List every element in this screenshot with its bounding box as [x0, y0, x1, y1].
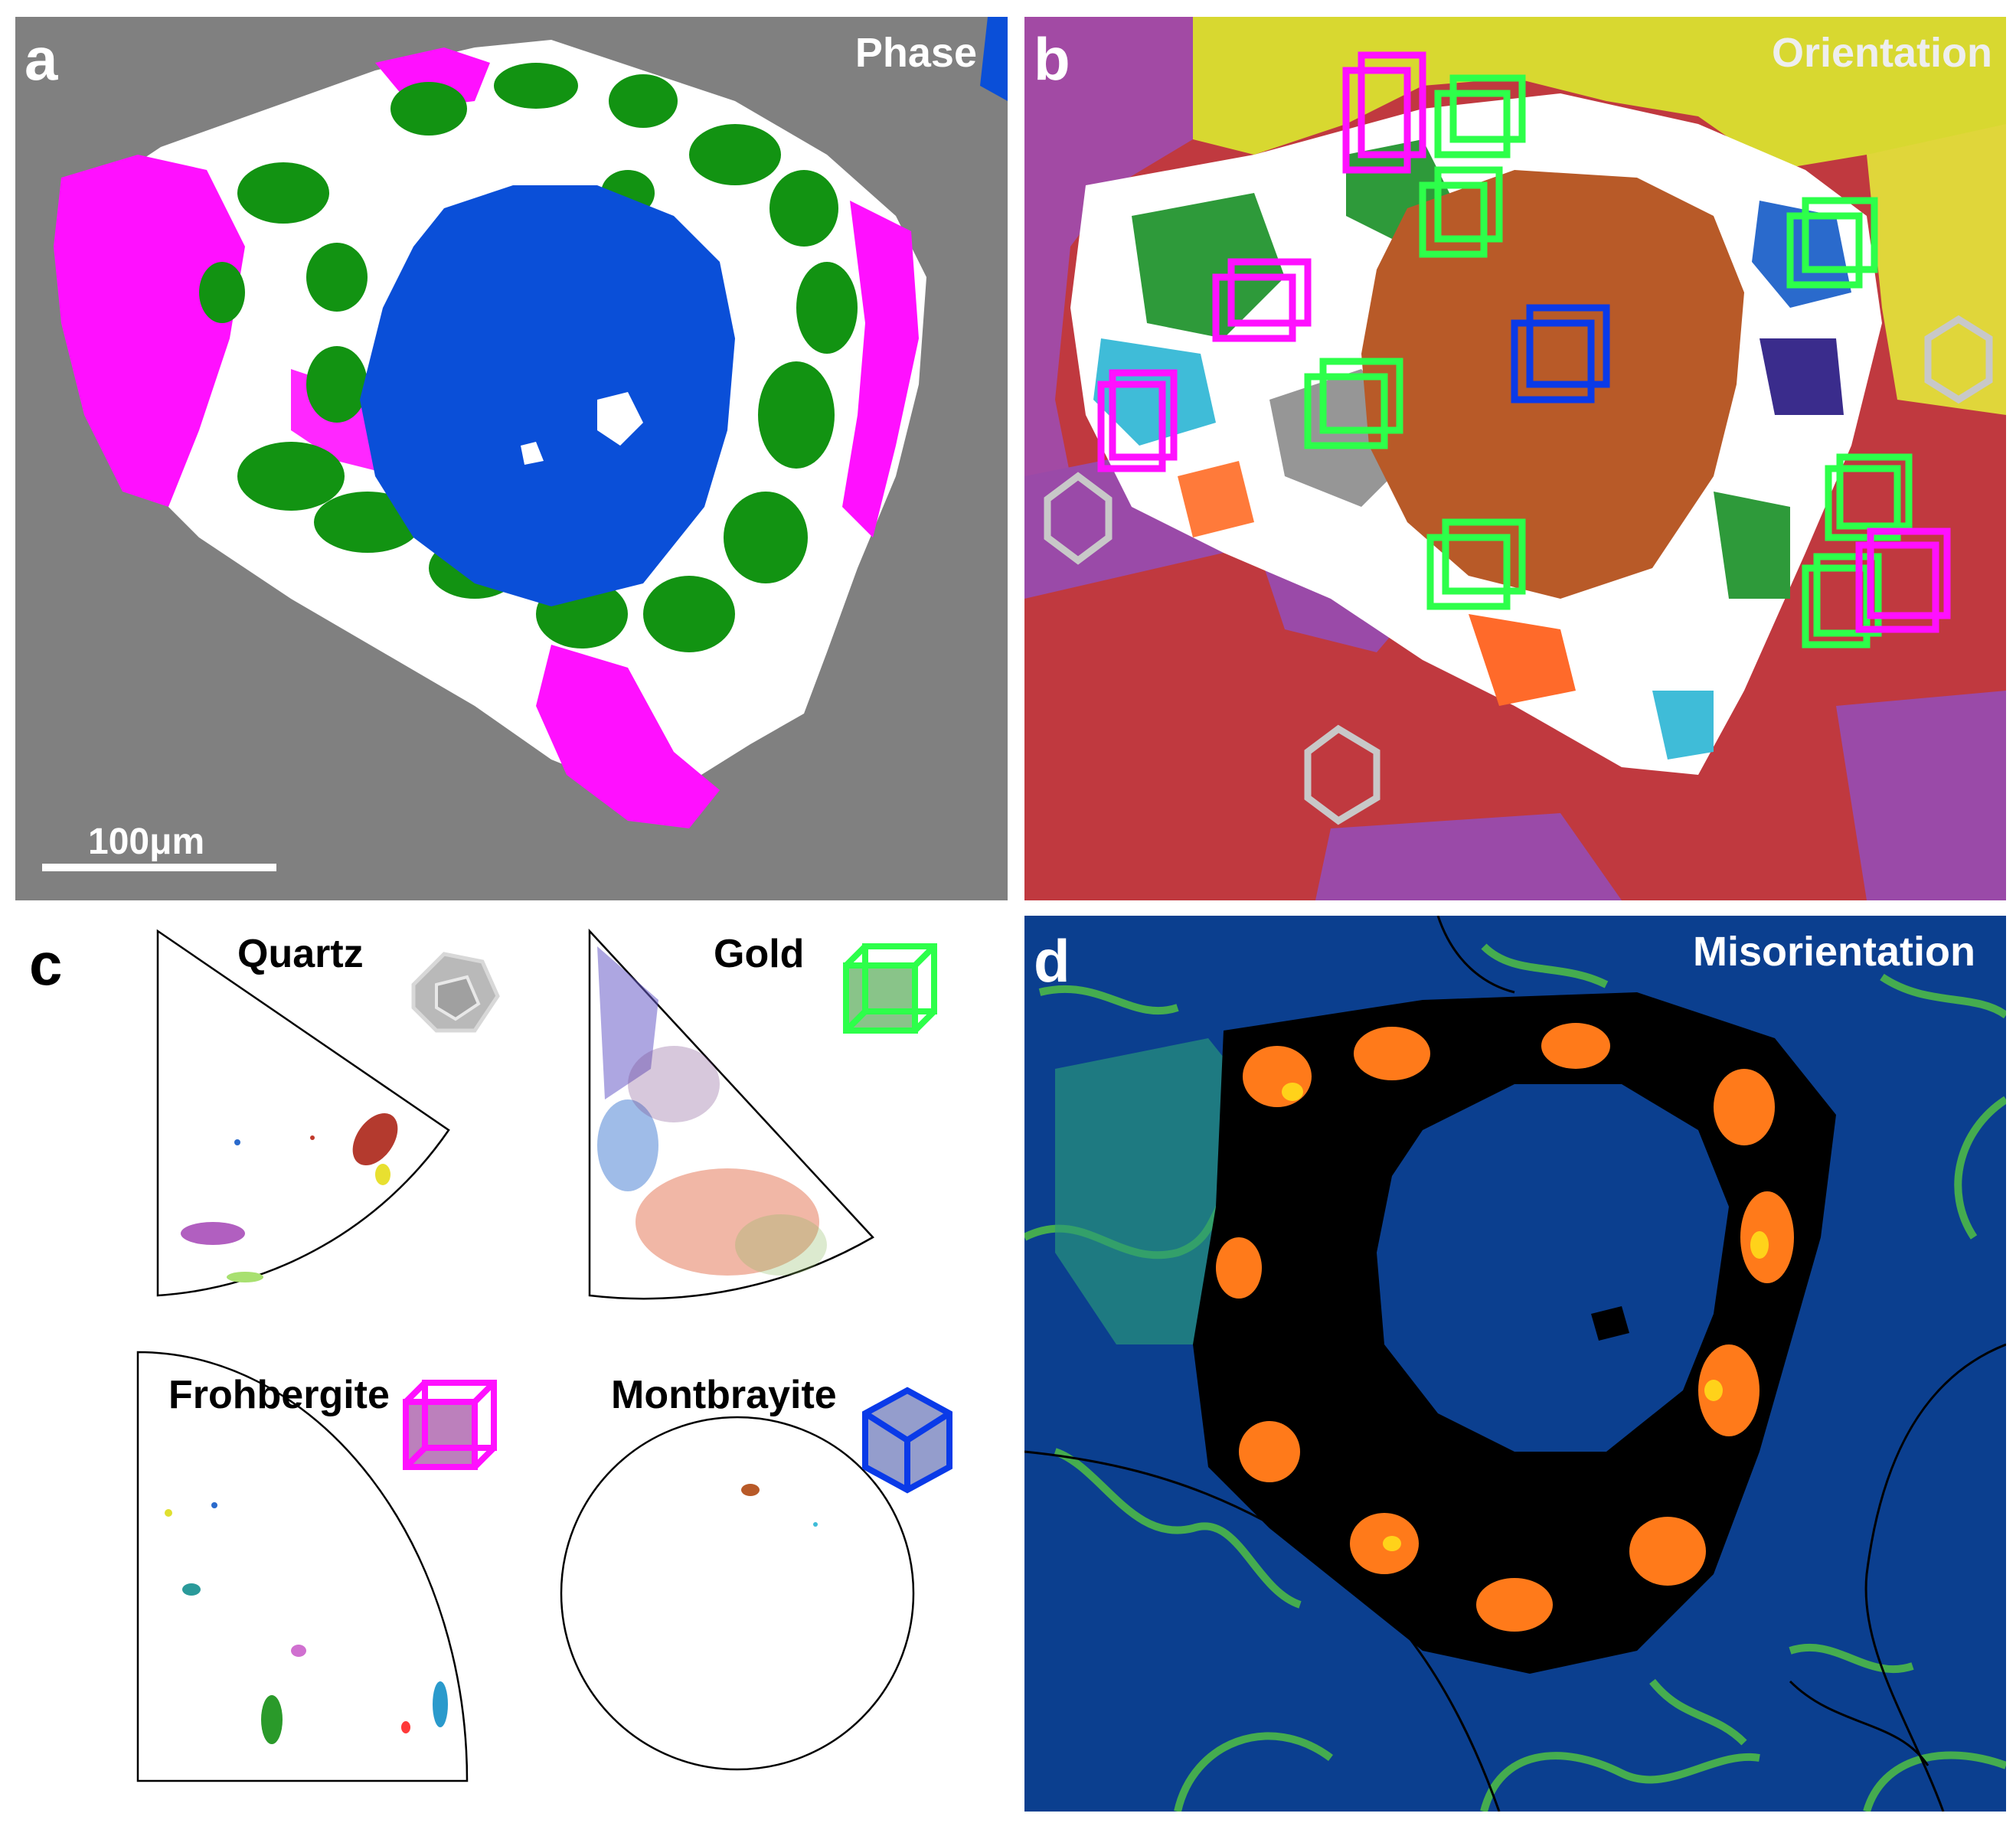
frohbergite-cube-icon [403, 1380, 497, 1470]
gold-cube-icon [843, 943, 937, 1034]
ipf-figures [136, 928, 952, 1782]
panel-title-misorientation: Misorientation [1692, 929, 1975, 975]
montbrayite-cube-icon [862, 1387, 952, 1494]
panel-title-phase: Phase [854, 30, 977, 76]
montbrayite-ipf-circle [560, 1416, 915, 1771]
ipf-title-montbrayite: Montbrayite [611, 1373, 837, 1417]
frohbergite-ipf-sector [136, 1351, 469, 1782]
phase-map-image [54, 17, 1008, 828]
panel-b-orientation-map: b Orientation [1024, 17, 2006, 900]
ipf-title-frohbergite: Frohbergite [168, 1373, 390, 1417]
panel-a-phase-map: a Phase 100μm [15, 17, 1008, 900]
panel-label-b: b [1034, 25, 1070, 93]
scale-bar-label: 100μm [88, 822, 205, 862]
panel-title-orientation: Orientation [1771, 30, 1992, 76]
ipf-title-quartz: Quartz [237, 932, 364, 976]
scale-bar [42, 864, 276, 871]
panel-c-pole-figures: c Quartz [15, 916, 1008, 1812]
quartz-ipf-sector [156, 929, 450, 1297]
ipf-title-gold: Gold [714, 932, 805, 976]
quartz-crystal-icon [411, 952, 500, 1033]
panel-label-a: a [25, 25, 58, 93]
misorientation-map-image [1024, 916, 2006, 1812]
gold-ipf-sector [588, 928, 874, 1300]
orientation-map-image [1024, 17, 2006, 900]
panel-label-c: c [29, 930, 63, 998]
panel-d-misorientation-map: d Misorientation [1024, 916, 2006, 1812]
panel-label-d: d [1034, 927, 1070, 995]
